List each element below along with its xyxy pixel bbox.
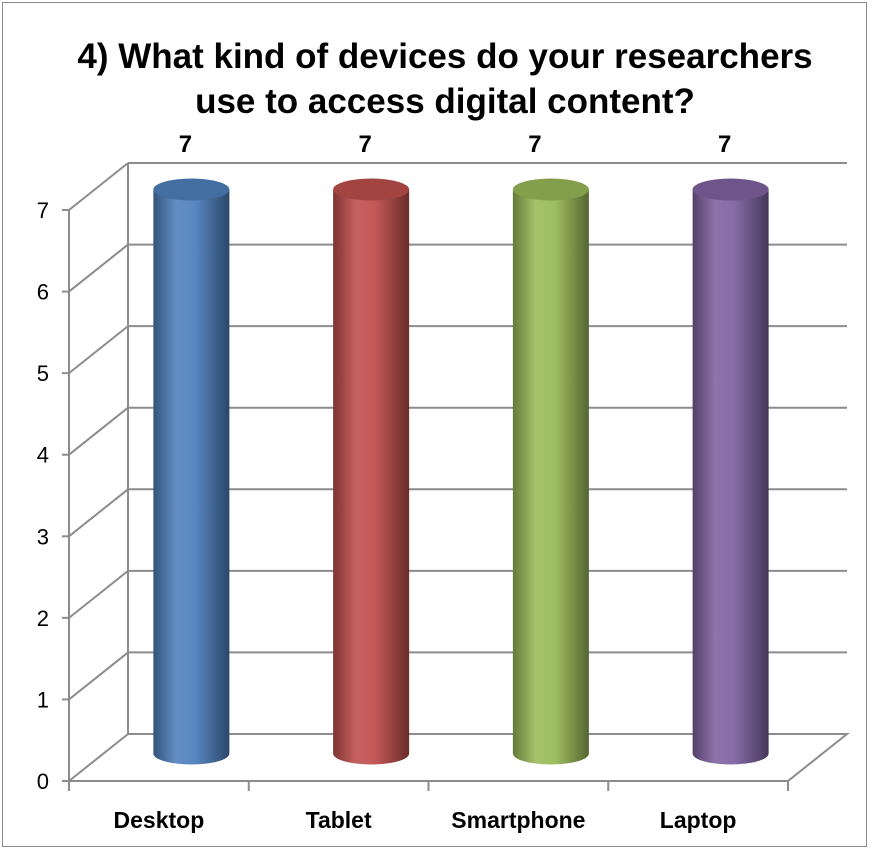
bar-body xyxy=(512,189,589,765)
bar-top xyxy=(692,178,769,201)
gridline-side xyxy=(68,733,129,782)
bar-laptop xyxy=(692,178,769,765)
y-tick-label: 5 xyxy=(37,361,49,386)
chart-title-line-1: 4) What kind of devices do your research… xyxy=(77,37,812,76)
gridline-side xyxy=(68,651,129,701)
axes: 0 1 2 3 4 5 6 7 xyxy=(37,198,789,794)
gridline-side xyxy=(68,243,129,293)
bar-desktop xyxy=(153,178,230,765)
labels: 7 Desktop 7 Tablet 7 Smartphone 7 Laptop xyxy=(114,131,737,833)
y-tick-label: 7 xyxy=(37,198,49,223)
bar-top xyxy=(153,178,230,201)
data-label: 7 xyxy=(179,131,192,158)
bar-top xyxy=(512,178,589,201)
y-tick-label: 4 xyxy=(37,443,49,468)
gridline-side xyxy=(68,488,129,538)
data-label: 7 xyxy=(528,131,541,158)
bar-top xyxy=(333,178,410,201)
gridline-side xyxy=(68,162,129,211)
y-tick-label: 6 xyxy=(37,280,49,305)
y-tick-label: 0 xyxy=(37,769,49,794)
x-tick-label: Smartphone xyxy=(451,807,585,833)
bar-body xyxy=(153,189,230,765)
x-tick-label: Laptop xyxy=(660,807,737,833)
bar-tablet xyxy=(333,178,410,765)
y-tick-label: 2 xyxy=(37,606,49,631)
y-tick-label: 3 xyxy=(37,524,49,549)
data-label: 7 xyxy=(358,131,371,158)
bars xyxy=(153,178,769,765)
data-label: 7 xyxy=(718,131,731,158)
gridline-side xyxy=(68,325,129,374)
x-tick-label: Tablet xyxy=(306,807,372,833)
chart-title-line-2: use to access digital content? xyxy=(195,82,695,121)
bar-body xyxy=(333,189,410,765)
gridline-side xyxy=(68,406,129,456)
bar-body xyxy=(692,189,769,765)
x-tick-label: Desktop xyxy=(114,807,205,833)
y-tick-label: 1 xyxy=(37,687,49,712)
gridline-side xyxy=(68,570,129,619)
bar-smartphone xyxy=(512,178,589,765)
